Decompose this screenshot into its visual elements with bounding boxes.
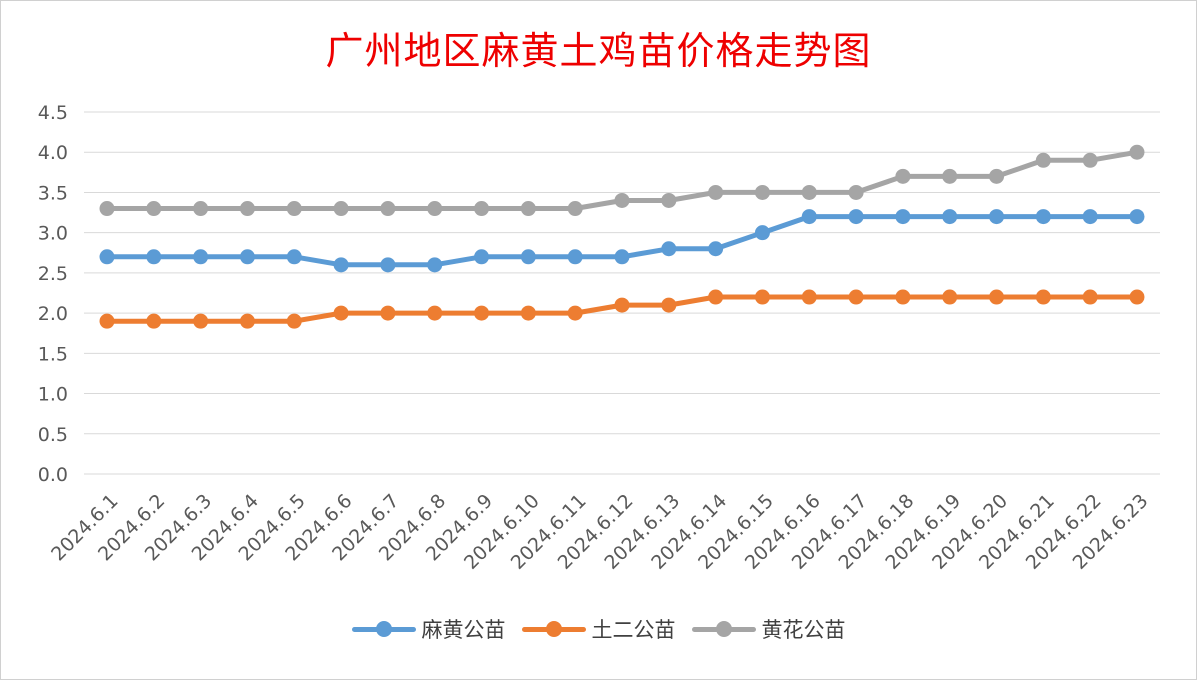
data-point [1129, 289, 1145, 305]
data-point [1129, 144, 1145, 160]
data-point [754, 184, 770, 200]
legend-label: 黄花公苗 [761, 618, 846, 642]
data-point [895, 209, 911, 225]
data-point [1082, 152, 1098, 168]
y-tick-label: 3.5 [38, 182, 68, 204]
data-point [661, 192, 677, 208]
data-point [239, 249, 255, 265]
data-point [567, 201, 583, 217]
data-point [989, 168, 1005, 184]
data-point [661, 241, 677, 257]
data-point [146, 313, 162, 329]
data-point [193, 313, 209, 329]
data-point [801, 209, 817, 225]
data-point [286, 249, 302, 265]
data-point [1035, 152, 1051, 168]
data-point [286, 313, 302, 329]
data-point [99, 249, 115, 265]
y-tick-label: 4.5 [38, 102, 68, 124]
data-point [1129, 209, 1145, 225]
data-point [474, 305, 490, 321]
data-point [380, 201, 396, 217]
data-point [1082, 289, 1098, 305]
data-point [614, 192, 630, 208]
data-point [286, 201, 302, 217]
y-tick-label: 2.5 [38, 263, 68, 285]
data-point [708, 184, 724, 200]
data-point [474, 249, 490, 265]
data-point [427, 201, 443, 217]
data-point [989, 289, 1005, 305]
data-point [754, 225, 770, 241]
data-point [1082, 209, 1098, 225]
data-point [239, 201, 255, 217]
legend-label: 土二公苗 [591, 618, 676, 642]
data-point [848, 289, 864, 305]
data-point [333, 305, 349, 321]
data-point [193, 201, 209, 217]
data-point [942, 168, 958, 184]
y-tick-label: 2.0 [38, 303, 68, 325]
data-point [380, 257, 396, 273]
data-point [848, 209, 864, 225]
data-point [942, 209, 958, 225]
data-point [380, 305, 396, 321]
data-point [567, 305, 583, 321]
data-point [942, 289, 958, 305]
data-point [427, 305, 443, 321]
legend-item-huanghua[interactable]: 黄花公苗 [691, 614, 846, 644]
data-point [1035, 209, 1051, 225]
legend-item-mahuang[interactable]: 麻黄公苗 [351, 614, 506, 644]
legend-label: 麻黄公苗 [421, 618, 506, 642]
chart-title: 广州地区麻黄土鸡苗价格走势图 [325, 29, 872, 73]
y-tick-label: 3.0 [38, 223, 68, 245]
y-tick-label: 4.0 [38, 142, 68, 164]
data-point [801, 289, 817, 305]
data-point [614, 249, 630, 265]
legend-swatch-icon [351, 619, 416, 639]
y-tick-label: 1.5 [38, 343, 68, 365]
data-point [520, 249, 536, 265]
chart-legend: 麻黄公苗 土二公苗 黄花公苗 [0, 614, 1197, 644]
data-point [708, 289, 724, 305]
data-point [1035, 289, 1051, 305]
data-point [99, 313, 115, 329]
data-point [146, 249, 162, 265]
y-tick-label: 1.0 [38, 384, 68, 406]
data-point [520, 201, 536, 217]
y-tick-label: 0.5 [38, 424, 68, 446]
data-point [520, 305, 536, 321]
data-point [614, 297, 630, 313]
data-point [708, 241, 724, 257]
data-point [474, 201, 490, 217]
data-point [99, 201, 115, 217]
data-point [989, 209, 1005, 225]
data-point [848, 184, 864, 200]
data-point [146, 201, 162, 217]
data-point [333, 201, 349, 217]
data-point [895, 289, 911, 305]
data-point [661, 297, 677, 313]
data-point [333, 257, 349, 273]
legend-swatch-icon [521, 619, 586, 639]
data-point [801, 184, 817, 200]
data-point [427, 257, 443, 273]
legend-item-tuer[interactable]: 土二公苗 [521, 614, 676, 644]
legend-swatch-icon [691, 619, 756, 639]
data-point [193, 249, 209, 265]
data-point [895, 168, 911, 184]
data-point [567, 249, 583, 265]
y-tick-label: 0.0 [38, 464, 68, 486]
data-point [239, 313, 255, 329]
data-point [754, 289, 770, 305]
